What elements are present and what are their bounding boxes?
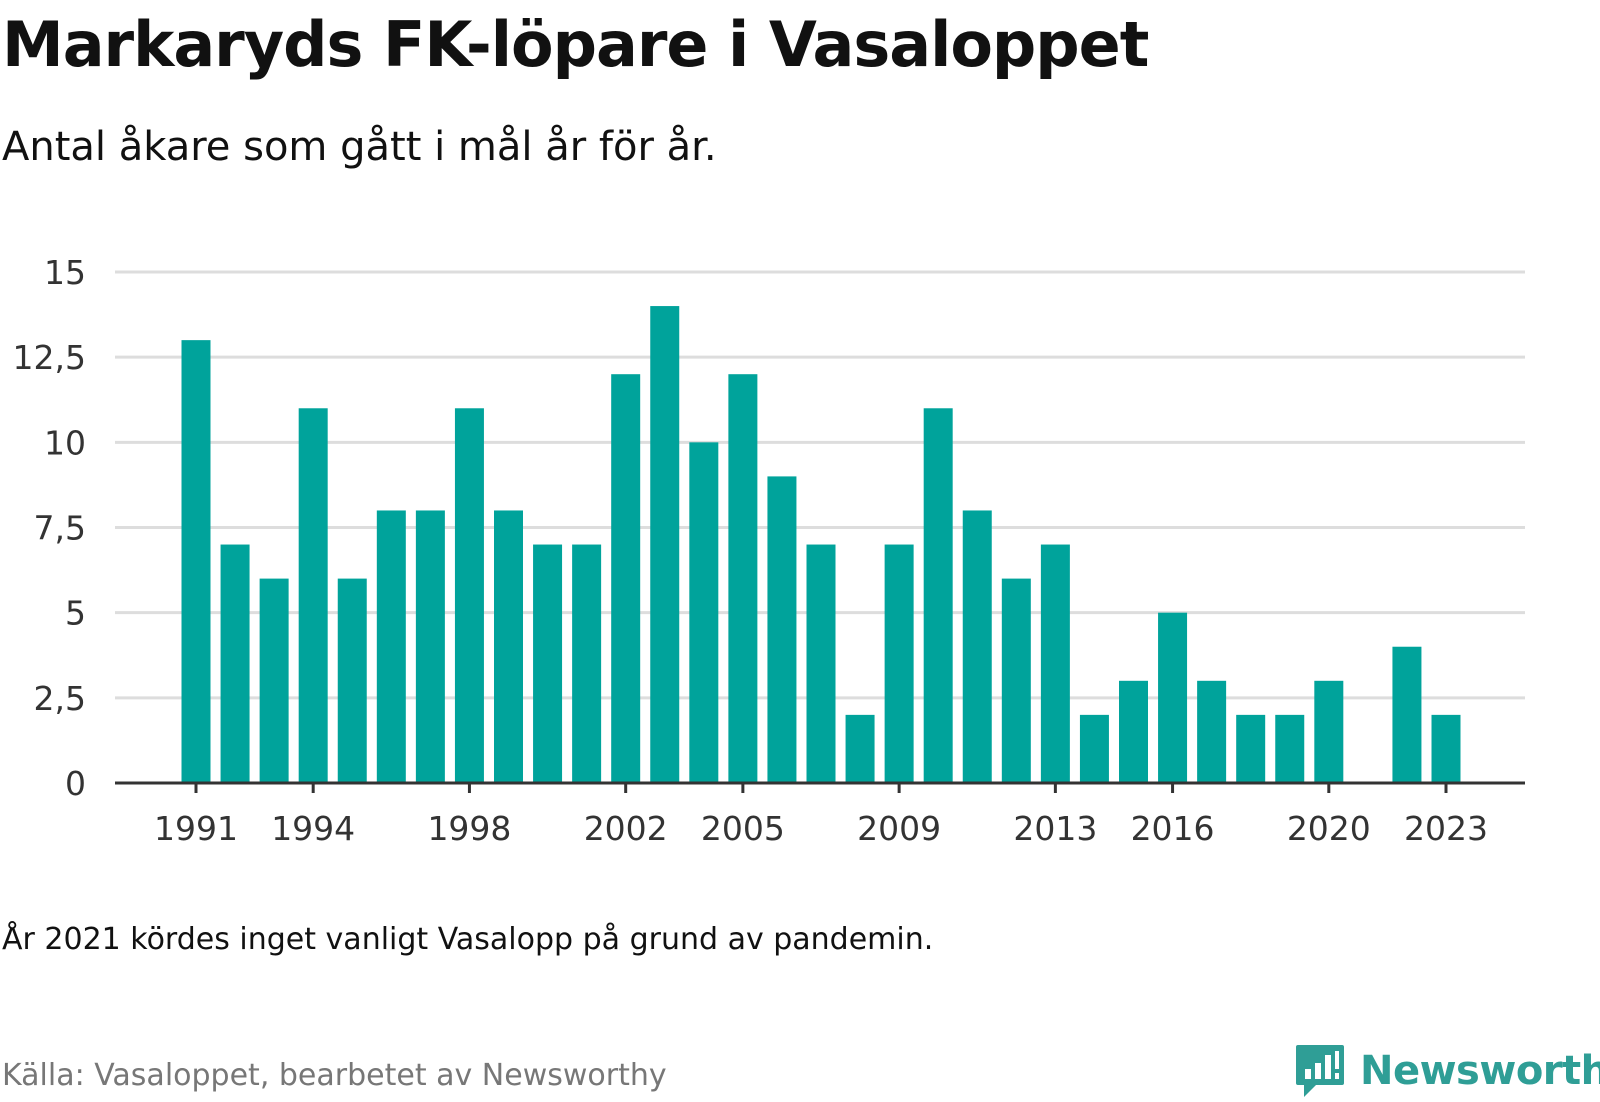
y-axis-tick-labels: 0 2,5 5 7,5 10 12,5 15 (13, 253, 86, 803)
y-tick-label: 15 (44, 253, 86, 292)
bar-1991 (181, 340, 211, 783)
bar-2022 (1392, 646, 1422, 783)
bar-2004 (689, 442, 719, 783)
bar-2010 (923, 408, 953, 783)
bar-1998 (454, 408, 484, 783)
bar-2002 (611, 374, 641, 783)
x-tick-label: 2013 (1013, 809, 1097, 848)
bar-2000 (533, 544, 563, 783)
y-tick-label: 5 (65, 594, 86, 633)
bar-2019 (1275, 714, 1305, 783)
x-tick-label: 2002 (584, 809, 668, 848)
x-tick-label: 2005 (701, 809, 785, 848)
newsworthy-logo-icon (1296, 1045, 1344, 1097)
bar-2005 (728, 374, 758, 783)
x-tick-label: 2009 (857, 809, 941, 848)
x-tick-label: 2020 (1287, 809, 1371, 848)
bar-1997 (415, 510, 445, 783)
bar-2013 (1040, 544, 1070, 783)
chart-subtitle: Antal åkare som gått i mål år för år. (2, 124, 717, 170)
bars (181, 306, 1461, 783)
bar-2015 (1119, 680, 1148, 783)
bar-2007 (806, 544, 836, 783)
x-tick-label: 2023 (1404, 809, 1488, 848)
x-tick-label: 1994 (271, 809, 355, 848)
newsworthy-logo: Newsworthy (1294, 1040, 1600, 1102)
bar-2018 (1236, 714, 1266, 783)
x-axis-tick-labels: 1991 1994 1998 2002 2005 2009 2013 2016 2020 2023 (154, 783, 1488, 848)
bar-2008 (845, 714, 875, 783)
chart-title: Markaryds FK-löpare i Vasaloppet (2, 8, 1149, 81)
brand-name: Newsworthy (1360, 1048, 1600, 1094)
y-tick-label: 12,5 (13, 338, 86, 377)
bar-2001 (572, 544, 602, 783)
y-tick-label: 10 (44, 423, 86, 462)
x-tick-label: 1998 (427, 809, 511, 848)
bar-2020 (1314, 680, 1344, 783)
bar-1994 (298, 408, 328, 783)
bar-1999 (494, 510, 523, 783)
source-credit: Källa: Vasaloppet, bearbetet av Newswort… (2, 1058, 667, 1093)
bar-2016 (1158, 612, 1188, 783)
bar-2006 (767, 476, 797, 783)
bar-2011 (962, 510, 992, 783)
bar-1996 (376, 510, 406, 783)
bar-1995 (337, 578, 367, 783)
y-tick-label: 7,5 (34, 509, 86, 548)
bar-2003 (650, 306, 680, 783)
y-tick-label: 2,5 (34, 679, 86, 718)
bar-2017 (1197, 680, 1227, 783)
bar-2014 (1079, 714, 1109, 783)
bar-2009 (884, 544, 914, 783)
x-tick-label: 2016 (1131, 809, 1215, 848)
bar-2012 (1001, 578, 1031, 783)
bar-chart: 0 2,5 5 7,5 10 12,5 15 1991 1994 1998 2002 2005 200… (13, 253, 1525, 848)
chart-note: År 2021 kördes inget vanligt Vasalopp på… (2, 922, 934, 957)
bar-1993 (259, 578, 289, 783)
bar-1992 (220, 544, 250, 783)
x-tick-label: 1991 (154, 809, 238, 848)
bar-2023 (1431, 714, 1461, 783)
y-tick-label: 0 (65, 764, 86, 803)
